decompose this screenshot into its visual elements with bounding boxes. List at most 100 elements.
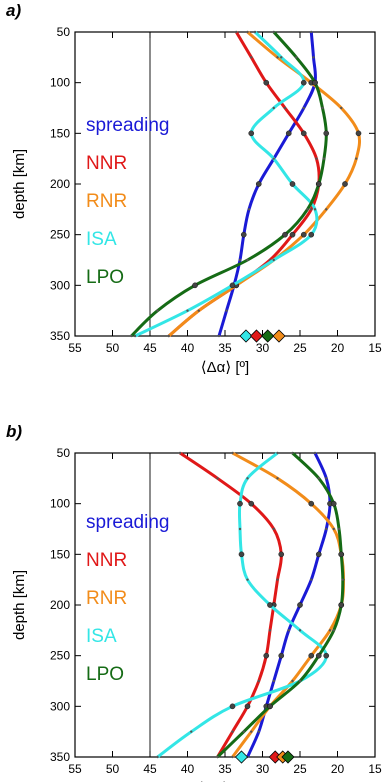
mean-marker-nnr xyxy=(249,329,264,343)
x-tick-label: 50 xyxy=(106,762,120,776)
series-point-lpo xyxy=(341,578,344,581)
series-point-lpo xyxy=(130,334,133,338)
series-point-lpo xyxy=(216,755,219,759)
series-point-nnr xyxy=(272,527,275,531)
x-tick-label: 55 xyxy=(68,341,82,355)
depth-marker-isa xyxy=(289,181,296,187)
x-tick-label: 50 xyxy=(106,341,120,355)
depth-marker-spreading xyxy=(315,551,322,558)
depth-marker-spreading xyxy=(278,652,285,659)
x-axis-label-main: ⟨Δα⟩ xyxy=(198,780,228,782)
series-point-spreading xyxy=(217,334,221,338)
depth-marker-spreading xyxy=(285,130,292,137)
series-point-nnr xyxy=(268,629,272,632)
mean-marker-rnr xyxy=(272,329,286,343)
series-point-spreading xyxy=(272,679,275,683)
series-point-nnr xyxy=(310,208,313,211)
series-point-lpo xyxy=(337,527,341,531)
series-line-spreading xyxy=(246,452,332,758)
y-tick-label: 300 xyxy=(50,278,70,292)
depth-marker-rnr xyxy=(300,231,307,238)
x-tick-label: 20 xyxy=(331,762,345,776)
series-point-isa xyxy=(280,56,283,59)
series-point-rnr xyxy=(325,208,328,211)
y-tick-label: 250 xyxy=(50,228,70,242)
series-point-isa xyxy=(313,208,317,211)
series-point-spreading xyxy=(310,578,313,581)
depth-marker-isa xyxy=(238,551,245,558)
series-point-lpo xyxy=(272,30,275,34)
series-point-rnr xyxy=(197,309,200,312)
mean-marker-lpo xyxy=(281,750,295,764)
depth-marker-lpo xyxy=(267,703,273,710)
series-point-lpo xyxy=(322,157,326,160)
x-tick-label: 15 xyxy=(368,341,382,355)
depth-marker-rnr xyxy=(355,130,362,137)
series-point-isa xyxy=(298,629,302,632)
x-tick-label: 35 xyxy=(218,341,232,355)
series-point-isa xyxy=(246,578,249,581)
series-point-lpo xyxy=(291,451,294,455)
series-point-nnr xyxy=(250,56,253,59)
depth-marker-nnr xyxy=(263,79,270,86)
series-point-lpo xyxy=(317,477,320,480)
y-tick-label: 300 xyxy=(50,699,70,713)
series-point-nnr xyxy=(216,477,219,480)
series-point-lpo xyxy=(321,106,324,110)
legend-nnr: NNR xyxy=(86,153,127,174)
depth-marker-spreading xyxy=(255,181,262,187)
series-point-rnr xyxy=(332,527,335,531)
depth-marker-lpo xyxy=(312,79,318,86)
depth-marker-isa xyxy=(323,652,330,659)
depth-marker-nnr xyxy=(278,551,285,558)
legend-lpo: LPO xyxy=(86,664,124,685)
series-point-isa xyxy=(246,477,249,480)
series-line-nnr xyxy=(167,31,321,338)
series-point-rnr xyxy=(340,106,343,110)
series-point-rnr xyxy=(250,730,253,733)
series-point-nnr xyxy=(178,451,182,455)
series-point-rnr xyxy=(167,334,170,338)
series-point-spreading xyxy=(312,56,315,59)
x-tick-label: 20 xyxy=(331,341,345,355)
series-point-rnr xyxy=(328,629,332,632)
series-point-lpo xyxy=(298,679,302,683)
depth-marker-lpo xyxy=(323,130,330,137)
x-tick-label: 55 xyxy=(68,762,82,776)
depth-marker-lpo xyxy=(282,231,288,238)
series-point-lpo xyxy=(306,208,309,211)
x-axis-label-unit: [º] xyxy=(234,780,252,782)
series-point-lpo xyxy=(246,258,249,262)
legend-spreading: spreading xyxy=(86,115,169,136)
depth-marker-nnr xyxy=(244,703,251,710)
legend-nnr: NNR xyxy=(86,550,127,571)
x-tick-label: 30 xyxy=(256,341,270,355)
series-point-spreading xyxy=(238,258,242,262)
series-point-spreading xyxy=(325,527,328,531)
legend-isa: ISA xyxy=(86,229,117,250)
series-line-isa xyxy=(134,30,319,338)
y-tick-label: 100 xyxy=(50,497,70,511)
depth-marker-isa xyxy=(300,79,307,86)
series-point-spreading xyxy=(302,106,305,110)
y-tick-label: 350 xyxy=(50,750,70,764)
legend-rnr: RNR xyxy=(86,191,127,212)
legend-isa: ISA xyxy=(86,626,117,647)
panel-label: a) xyxy=(6,1,21,20)
mean-marker-isa xyxy=(234,750,249,764)
x-tick-label: 35 xyxy=(218,762,232,776)
series-point-lpo xyxy=(156,309,159,312)
series-point-spreading xyxy=(257,730,260,733)
depth-marker-rnr xyxy=(308,652,315,659)
y-tick-label: 200 xyxy=(50,598,70,612)
depth-marker-lpo xyxy=(315,652,322,659)
series-point-nnr xyxy=(315,157,318,160)
series-point-spreading xyxy=(247,208,251,211)
y-tick-label: 150 xyxy=(50,547,70,561)
depth-marker-isa xyxy=(229,282,236,289)
series-point-nnr xyxy=(235,30,238,34)
series-point-rnr xyxy=(291,679,294,683)
y-axis-label: depth [km] xyxy=(11,570,28,640)
legend-rnr: RNR xyxy=(86,588,127,609)
